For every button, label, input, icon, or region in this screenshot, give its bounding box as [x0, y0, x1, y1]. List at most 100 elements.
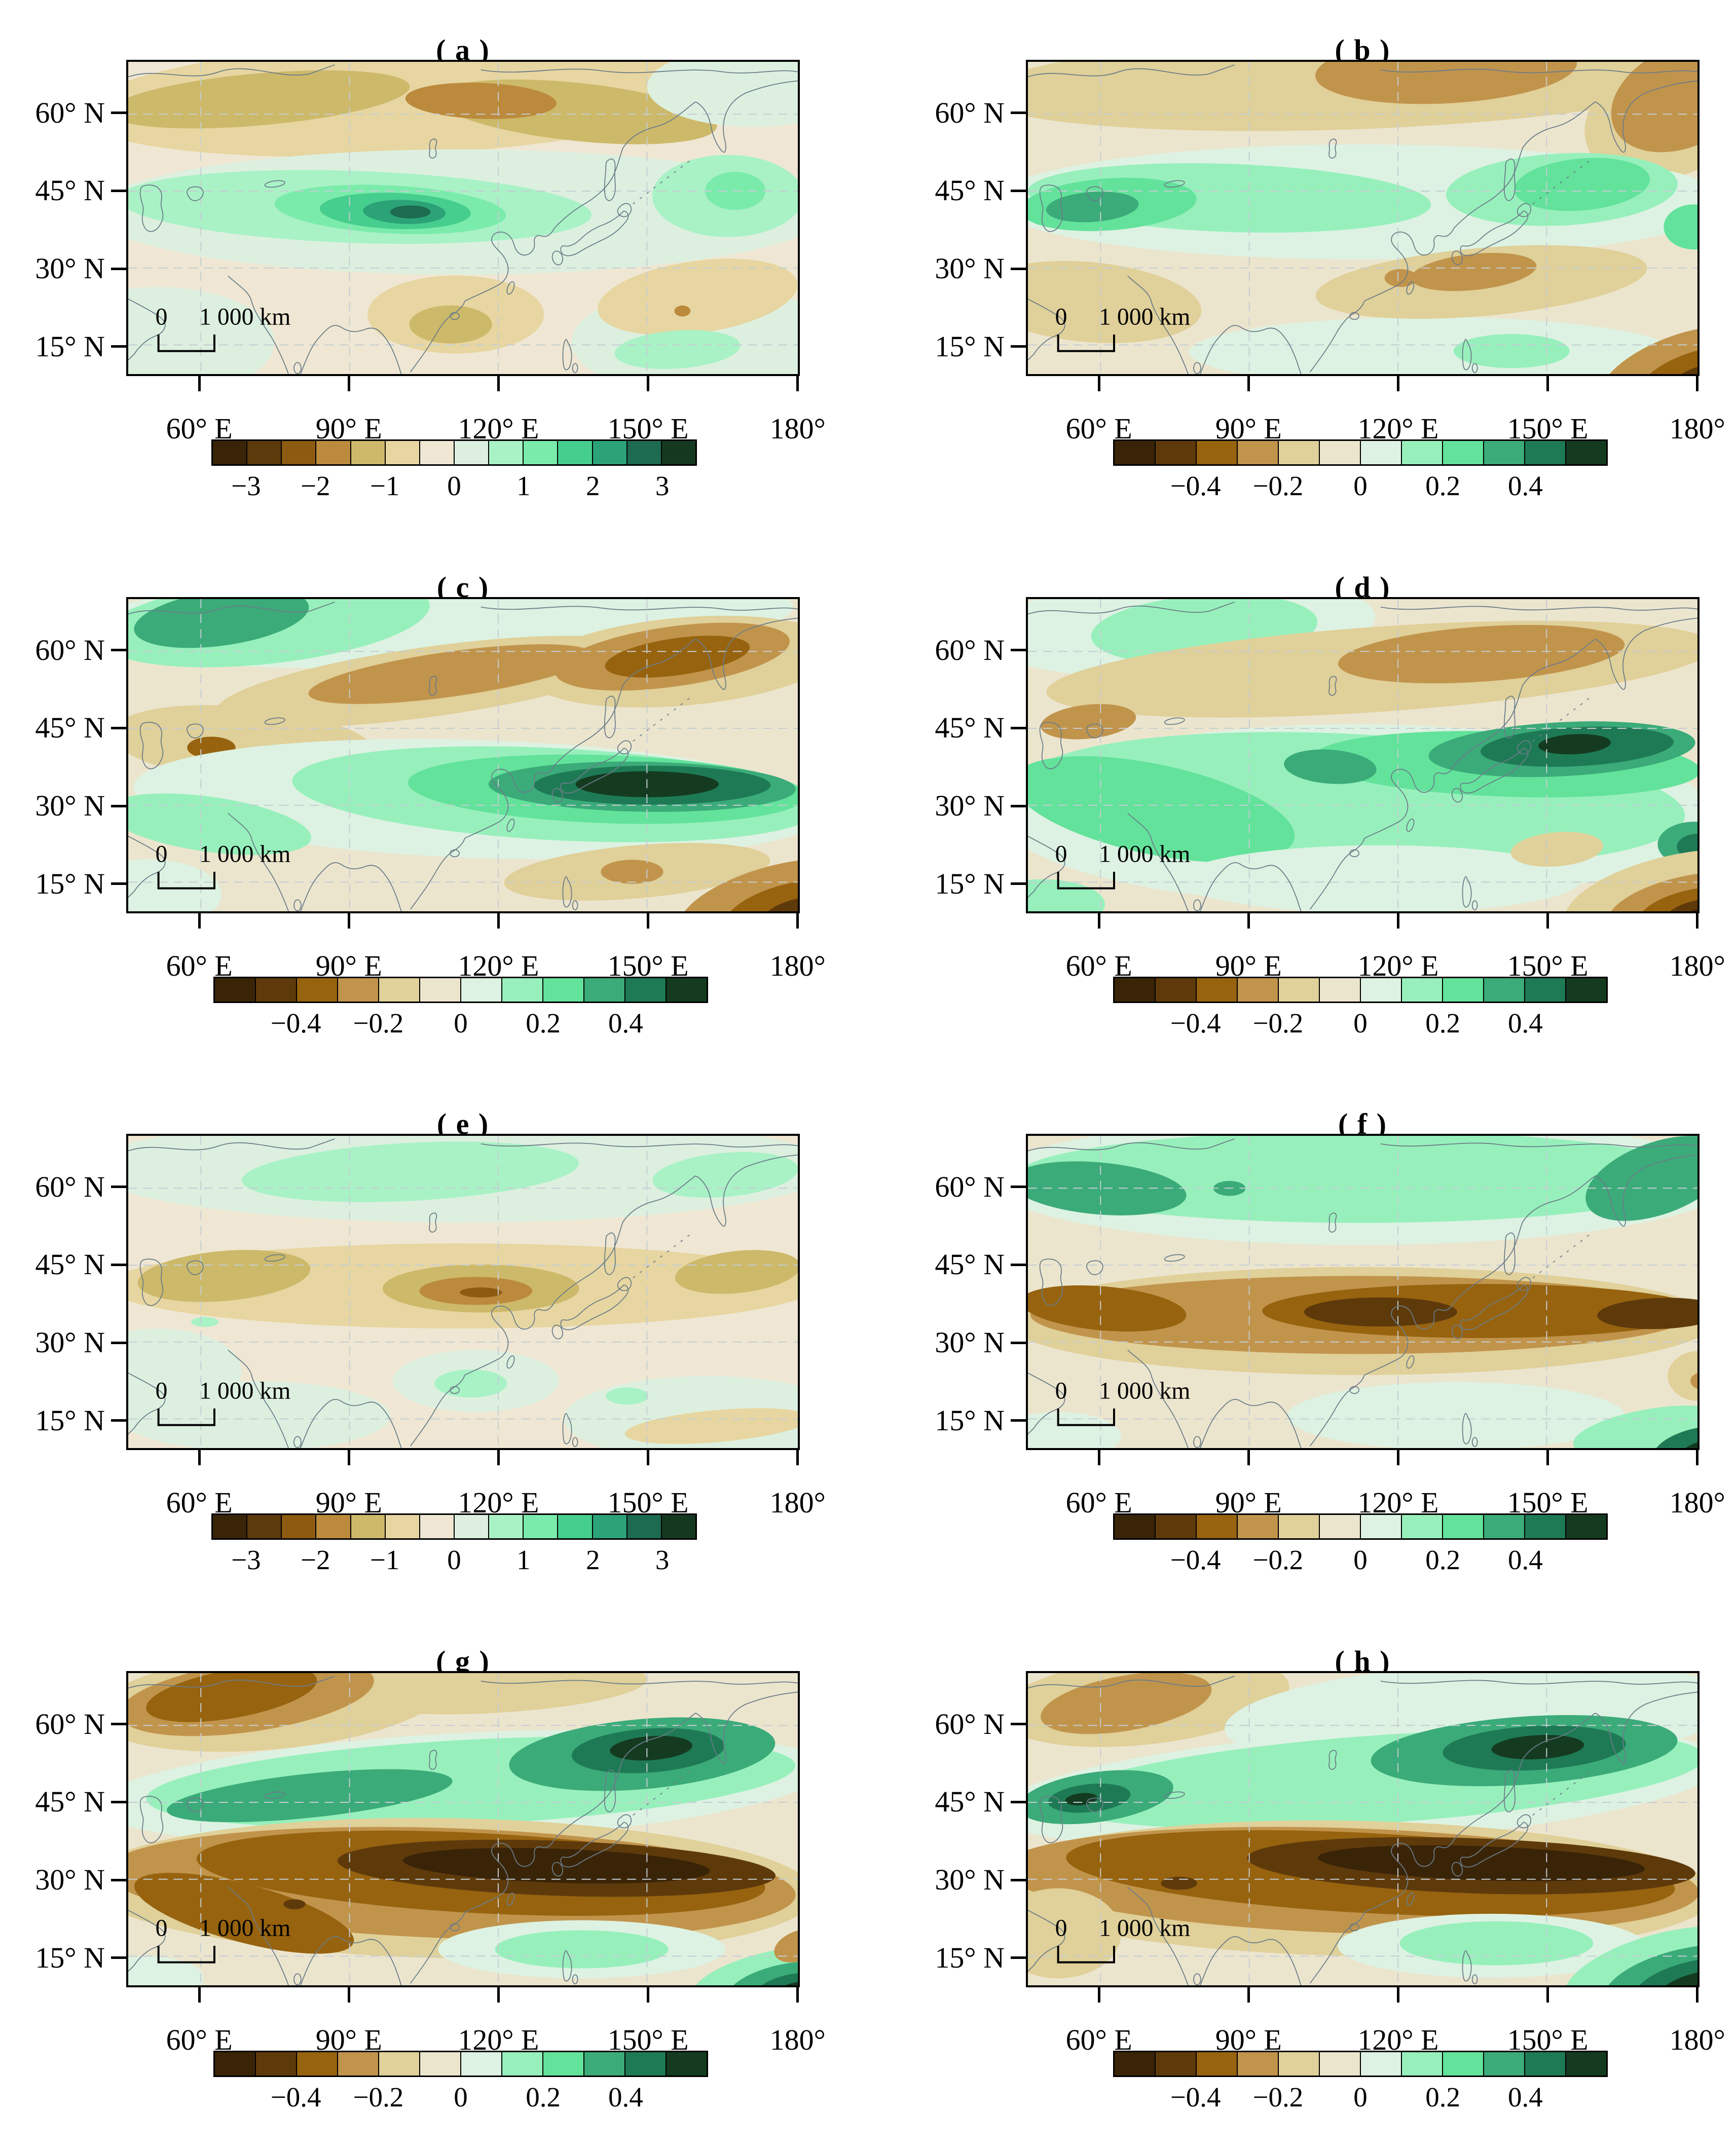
lat-label: 30° N	[935, 789, 1005, 823]
colorbar-tick-label: 0.2	[526, 2082, 561, 2113]
coastline	[562, 339, 572, 371]
map-box: 0 1 000 km	[126, 1134, 800, 1450]
contour-blob	[614, 330, 741, 369]
coastline	[1454, 1175, 1596, 1303]
contour-blob	[674, 305, 691, 317]
island	[450, 1386, 460, 1394]
island	[264, 717, 285, 725]
lon-label: 60° E	[166, 949, 233, 982]
colorbar	[1113, 1513, 1608, 1540]
contour-blob	[434, 1369, 507, 1398]
lon-tick	[796, 1450, 799, 1465]
coastline	[1517, 1814, 1532, 1829]
lat-tick	[1011, 267, 1026, 270]
coastline	[562, 1950, 572, 1982]
coastline	[1328, 1212, 1337, 1233]
lat-tick	[1011, 882, 1026, 885]
scale-bar-bracket	[157, 872, 215, 890]
lon-tick	[796, 1987, 799, 2003]
scale-bar-bracket	[1057, 872, 1115, 890]
lon-tick	[1097, 913, 1100, 929]
scale-bar-bracket	[157, 335, 215, 352]
coastline	[187, 1797, 204, 1812]
coastline	[1595, 617, 1697, 690]
island	[1471, 1437, 1478, 1447]
contour-blob	[409, 305, 492, 344]
contour-blob	[1611, 62, 1697, 153]
coastline	[1328, 676, 1337, 696]
contour-blob	[402, 1847, 710, 1884]
coastline	[228, 1886, 289, 1985]
colorbar-segment	[1238, 441, 1279, 464]
colorbar-segment	[543, 2052, 584, 2076]
colorbar-segment	[351, 441, 386, 464]
colorbar-segment	[558, 441, 593, 464]
contour-blob	[146, 1673, 317, 1722]
colorbar-tick-label: −0.2	[1252, 1008, 1304, 1039]
colorbar-segment	[1361, 1515, 1402, 1538]
lon-label: 180°	[1669, 412, 1725, 445]
contour-blob	[1384, 269, 1417, 287]
coast-layer	[128, 1676, 798, 1985]
contour-blob	[606, 1387, 648, 1405]
coast-layer	[1028, 64, 1697, 374]
lon-tick	[796, 913, 799, 929]
contour-blob	[1538, 734, 1611, 755]
colorbar-tick-label: 0.2	[1425, 470, 1461, 501]
coastline	[128, 1910, 166, 1972]
contour-blob	[1028, 1285, 1187, 1332]
colorbar-tick-label: 0	[1353, 470, 1368, 501]
contour-blob	[1028, 756, 1295, 863]
island	[1471, 363, 1478, 373]
contour-blob	[335, 1673, 647, 1715]
lat-label: 15° N	[935, 867, 1005, 900]
coastline	[1127, 1886, 1189, 1985]
lon-label: 150° E	[607, 412, 689, 445]
coastline	[139, 1796, 164, 1843]
colorbar-tick-label: 0.2	[1425, 1008, 1461, 1039]
contour-blob	[1046, 192, 1139, 223]
lon-tick	[1546, 1987, 1549, 2003]
colorbar-segment	[256, 2052, 297, 2076]
island	[450, 849, 460, 858]
colorbar-segment	[1197, 1515, 1238, 1538]
lon-label: 150° E	[607, 2023, 689, 2056]
coastline	[1086, 1797, 1103, 1812]
coast-layer	[128, 1138, 798, 1448]
map-canvas: 0 1 000 km	[128, 62, 798, 374]
contour-blob	[675, 1250, 798, 1294]
colorbar-segment	[1115, 2052, 1156, 2076]
lon-tick	[347, 913, 350, 929]
lon-tick	[647, 913, 650, 929]
colorbar-tick-label: 1	[516, 1544, 531, 1575]
contour-blob	[1597, 1298, 1697, 1329]
colorbar-segment	[1156, 1515, 1197, 1538]
contour-blob	[1317, 1845, 1645, 1881]
colorbar-segment	[420, 978, 461, 1002]
colorbar-segment	[667, 978, 707, 1002]
lon-tick	[1546, 376, 1549, 391]
contour-blob	[1491, 1734, 1584, 1760]
lat-label: 60° N	[35, 96, 105, 129]
coastline	[1454, 639, 1596, 766]
scale-bar-zero: 0	[1055, 1378, 1067, 1404]
contour-blob	[1028, 1161, 1187, 1215]
coastline	[560, 1284, 629, 1330]
lat-label: 15° N	[935, 329, 1005, 363]
lon-label: 60° E	[1065, 949, 1132, 982]
island	[264, 1254, 285, 1262]
graticule-layer	[128, 599, 798, 911]
coastline	[562, 1413, 572, 1445]
coastline	[1127, 275, 1189, 374]
colorbar-segment	[627, 1515, 662, 1538]
island	[1406, 819, 1415, 832]
colorbar-segment	[1279, 441, 1320, 464]
coastline	[139, 184, 164, 232]
contour-blob	[128, 1381, 390, 1448]
lon-tick	[1696, 1987, 1699, 2003]
lon-tick	[1097, 1450, 1100, 1465]
colorbar-segment	[316, 1515, 351, 1538]
colorbar-tick-label: −1	[370, 1544, 400, 1575]
contour-blob	[1668, 1351, 1697, 1401]
